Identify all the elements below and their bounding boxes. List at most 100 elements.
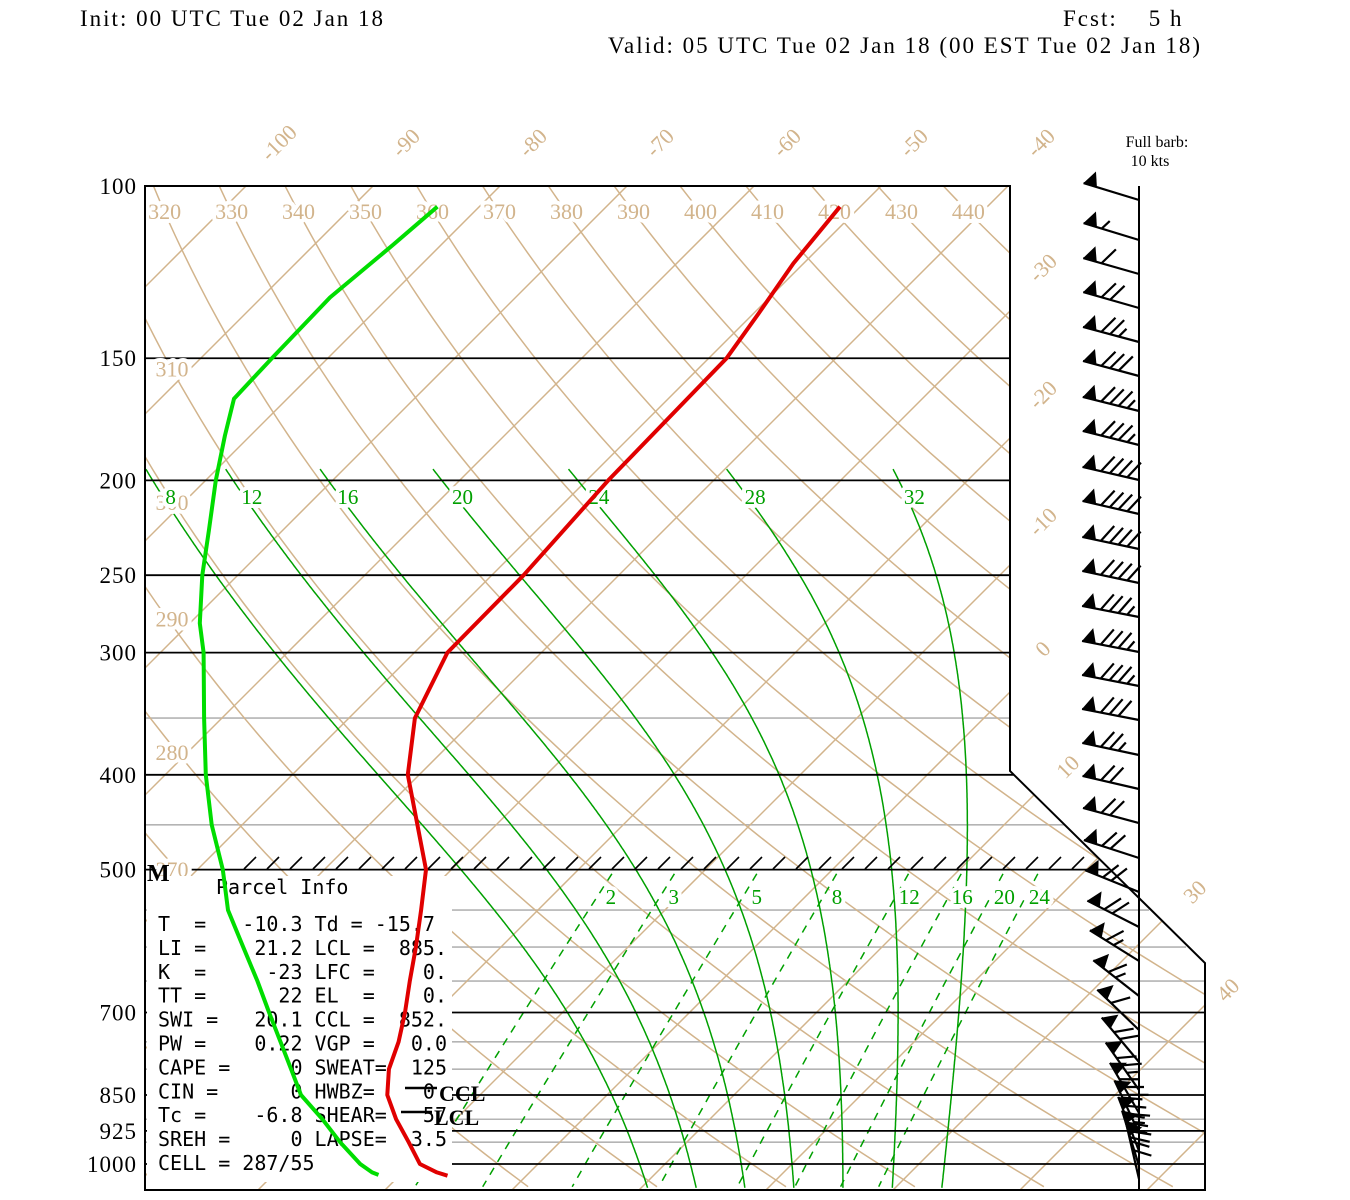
mixing-ratio-label: 20 xyxy=(994,885,1015,909)
moist-adiabat-line xyxy=(319,468,746,1188)
wind-barb xyxy=(1082,763,1140,791)
wind-barb xyxy=(1124,1122,1152,1180)
isotherm-line xyxy=(145,186,374,1190)
wind-barb xyxy=(1082,558,1142,585)
moist-adiabat-label: 28 xyxy=(745,485,766,509)
hatch-mark xyxy=(335,856,349,870)
isotherm-line xyxy=(765,186,1205,1190)
barb-legend-line1: Full barb: xyxy=(1126,134,1189,151)
isotherm-edge-label: 40 xyxy=(1211,973,1244,1006)
hatch-marks-500mb xyxy=(243,856,1085,870)
lcl-label: LCL xyxy=(434,1105,479,1130)
dry-adiabat-left-label: 300 xyxy=(156,490,189,515)
dry-adiabat-line xyxy=(416,186,1205,1188)
hatch-mark xyxy=(933,856,947,870)
mixing-ratio-label: 8 xyxy=(832,885,843,909)
parcel-info-row: LI = 21.2 LCL = 885. xyxy=(158,936,447,960)
parcel-info-row: SREH = 0 LAPSE= 3.5 xyxy=(158,1127,447,1151)
sounding-curves xyxy=(197,205,842,1178)
mixing-ratio-line xyxy=(571,873,758,1188)
dry-adiabat-line xyxy=(284,186,1205,1188)
hatch-mark xyxy=(473,856,487,870)
dry-adiabat-line xyxy=(613,186,1205,1188)
dry-adiabat-top-label: 350 xyxy=(349,199,382,224)
wind-barb xyxy=(1082,280,1140,310)
moist-adiabat-line xyxy=(225,468,697,1188)
hatch-mark xyxy=(910,856,924,870)
moist-adiabat-label: 32 xyxy=(904,485,925,509)
parcel-info-row: SWI = 20.1 CCL = 852. xyxy=(158,1008,447,1032)
isotherm-line xyxy=(145,186,755,1190)
hatch-mark xyxy=(772,856,786,870)
moist-adiabats-and-mixing-lines xyxy=(145,468,1039,1189)
moist-adiabat-line xyxy=(567,468,844,1188)
dry-adiabat-top-label: 370 xyxy=(483,199,516,224)
isotherm-line xyxy=(145,186,882,1190)
wind-barb xyxy=(1082,795,1140,825)
isotherm-edge-label: 10 xyxy=(1051,750,1084,783)
mixing-ratio-label: 24 xyxy=(1029,885,1051,909)
moist-adiabat-label: 8 xyxy=(165,485,176,509)
hatch-mark xyxy=(979,856,993,870)
isotherm-right-label: 0 xyxy=(1030,636,1055,661)
wind-barb xyxy=(1081,696,1140,722)
hatch-mark xyxy=(657,856,671,870)
hatch-mark xyxy=(588,856,602,870)
dry-adiabat-left-label: 280 xyxy=(156,740,189,765)
pressure-tick-label: 300 xyxy=(100,641,138,666)
hatch-mark xyxy=(887,856,901,870)
hatch-mark xyxy=(1025,856,1039,870)
wind-barb xyxy=(1084,859,1140,894)
moist-adiabat-label: 12 xyxy=(241,485,262,509)
parcel-info-row: T = -10.3 Td = -15.7 xyxy=(158,912,435,936)
isotherm-top-label: -90 xyxy=(386,123,424,161)
isotherm-top-label: -100 xyxy=(256,120,302,166)
pressure-tick-label: 1000 xyxy=(87,1152,137,1177)
dry-adiabat-line xyxy=(942,186,1205,1188)
isotherm-top-label: -60 xyxy=(767,123,805,161)
dry-adiabat-line xyxy=(350,186,1205,1188)
hatch-mark xyxy=(404,856,418,870)
moist-adiabat-line xyxy=(145,468,649,1189)
mixing-ratio-label: 12 xyxy=(899,885,920,909)
dry-adiabat-left-label: 290 xyxy=(156,607,189,632)
pressure-axis-labels: 100 150 200 250 300 400 500 700 850 925 1000 xyxy=(87,174,138,1177)
hatch-mark xyxy=(726,856,740,870)
hatch-mark xyxy=(266,856,280,870)
init-time-label: Init: 00 UTC Tue 02 Jan 18 xyxy=(80,6,385,31)
wind-barb xyxy=(1089,922,1140,962)
hatch-mark xyxy=(680,856,694,870)
mixing-ratio-label: 5 xyxy=(751,885,762,909)
moist-adiabat-label: 20 xyxy=(452,485,473,509)
wind-barb xyxy=(1082,524,1142,551)
dry-adiabat-top-label: 400 xyxy=(684,199,717,224)
pressure-tick-label: 400 xyxy=(100,763,138,788)
parcel-info-row: CELL = 287/55 xyxy=(158,1151,315,1175)
isotherm-line xyxy=(1019,186,1205,1190)
hatch-mark xyxy=(542,856,556,870)
dry-adiabat-top-label: 430 xyxy=(885,199,918,224)
wind-barb xyxy=(1083,211,1140,242)
dry-adiabat-line xyxy=(1008,186,1205,1188)
hatch-mark xyxy=(634,856,648,870)
isotherm-top-label: -80 xyxy=(513,123,551,161)
dry-adiabat-line xyxy=(145,186,787,1188)
mixing-ratio-line xyxy=(736,873,910,1188)
wind-barb xyxy=(1081,628,1140,654)
parcel-info-row: K = -23 LFC = 0. xyxy=(158,960,447,984)
dry-adiabat-line xyxy=(145,186,1045,1188)
hatch-mark xyxy=(864,856,878,870)
dry-adiabat-top-label: 410 xyxy=(751,199,784,224)
hatch-mark xyxy=(450,856,464,870)
dry-adiabat-top-label: 440 xyxy=(952,199,985,224)
wind-barb xyxy=(1082,418,1140,447)
mixing-ratio-line xyxy=(482,873,676,1188)
hatch-mark xyxy=(1002,856,1016,870)
wind-barb xyxy=(1082,730,1140,757)
moist-adiabat-label: 16 xyxy=(337,485,358,509)
mixing-ratio-label: 2 xyxy=(606,885,617,909)
dry-adiabat-top-label: 330 xyxy=(215,199,248,224)
hatch-mark xyxy=(841,856,855,870)
wind-barb xyxy=(1086,891,1140,928)
